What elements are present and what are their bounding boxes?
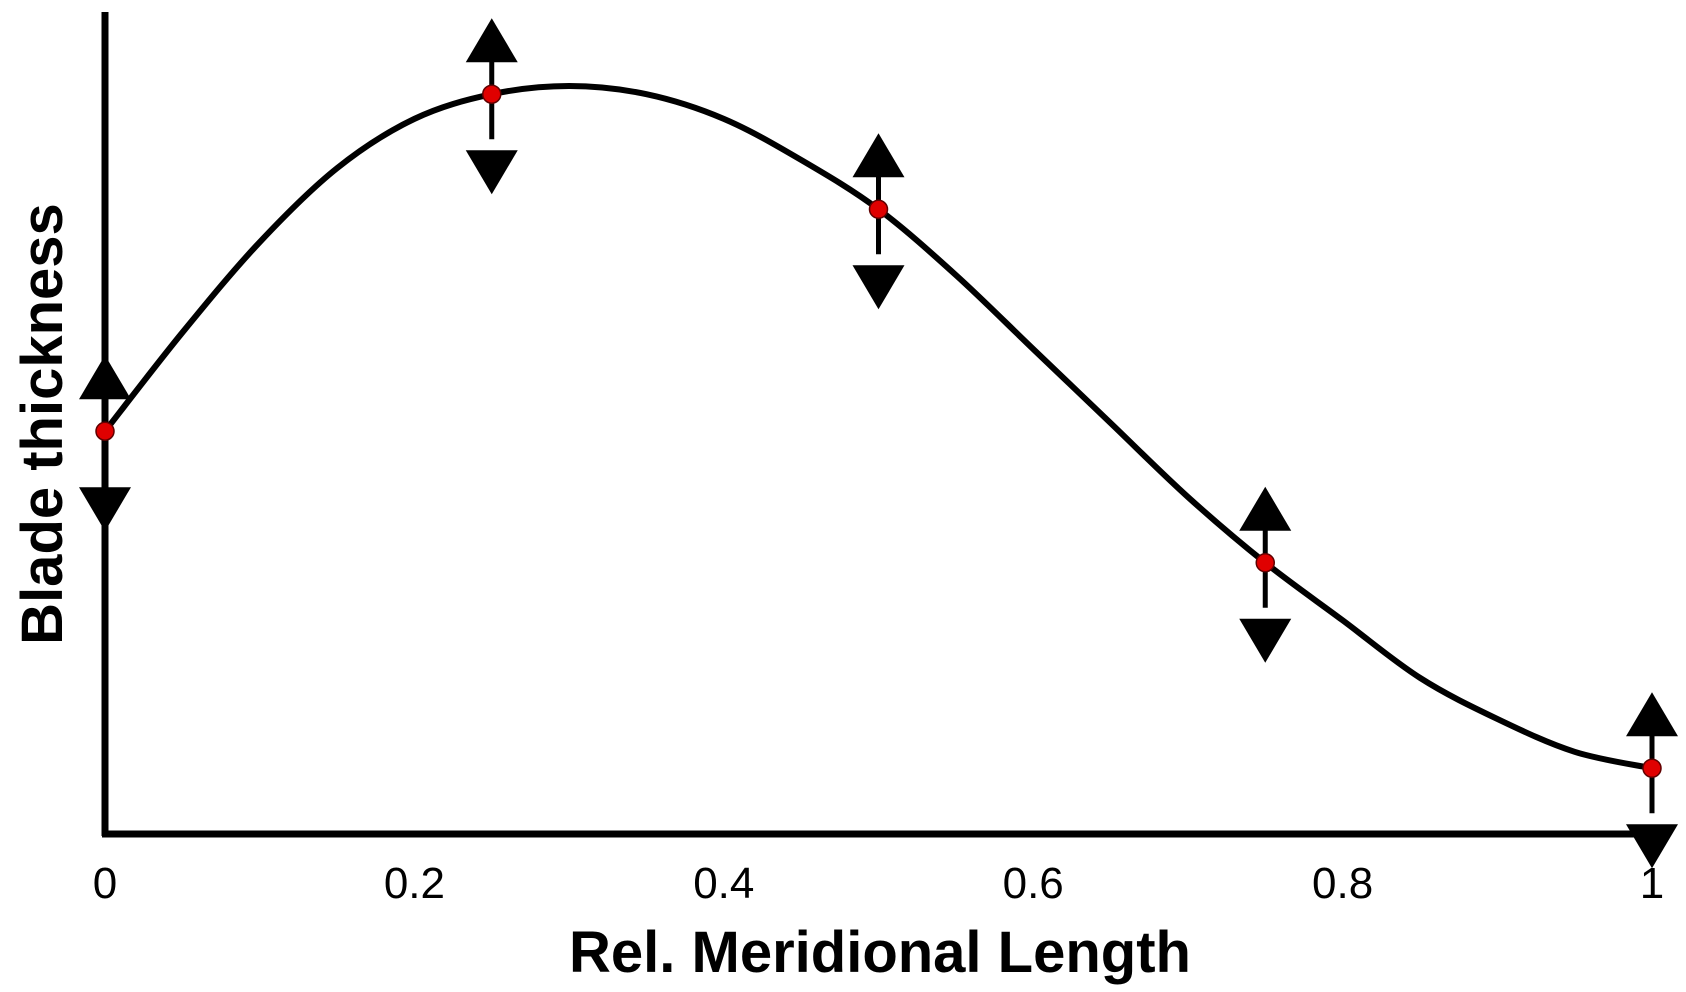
arrow-up-icon xyxy=(1626,692,1678,737)
arrow-down-icon xyxy=(465,150,518,195)
arrow-down-icon xyxy=(1626,824,1678,869)
control-point xyxy=(1642,758,1662,778)
arrow-down-icon xyxy=(1239,618,1292,663)
control-point-handle[interactable] xyxy=(79,355,131,532)
control-point xyxy=(868,199,889,220)
control-point xyxy=(95,421,115,441)
control-point xyxy=(1255,552,1275,573)
y-axis-title: Blade thickness xyxy=(10,203,75,645)
arrow-up-icon xyxy=(1239,486,1292,531)
control-point-handle[interactable] xyxy=(1239,486,1292,663)
x-tick-label: 0.8 xyxy=(1312,859,1373,908)
x-tick-labels: 0 0.2 0.4 0.6 0.8 1 xyxy=(93,859,1664,908)
x-tick-label: 0 xyxy=(93,859,117,908)
control-point-handle[interactable] xyxy=(852,133,905,310)
arrow-up-icon xyxy=(79,355,131,400)
arrow-up-icon xyxy=(852,133,905,178)
control-point-handle[interactable] xyxy=(1626,692,1678,869)
control-point xyxy=(482,84,502,104)
control-point-handles xyxy=(79,18,1678,869)
x-tick-label: 0.4 xyxy=(693,859,754,908)
x-axis-title: Rel. Meridional Length xyxy=(569,920,1191,985)
arrow-up-icon xyxy=(465,18,518,63)
x-tick-label: 0.2 xyxy=(384,859,445,908)
x-tick-label: 0.6 xyxy=(1003,859,1064,908)
arrow-down-icon xyxy=(852,265,905,310)
control-point-handle[interactable] xyxy=(465,18,518,195)
arrow-down-icon xyxy=(79,487,131,532)
